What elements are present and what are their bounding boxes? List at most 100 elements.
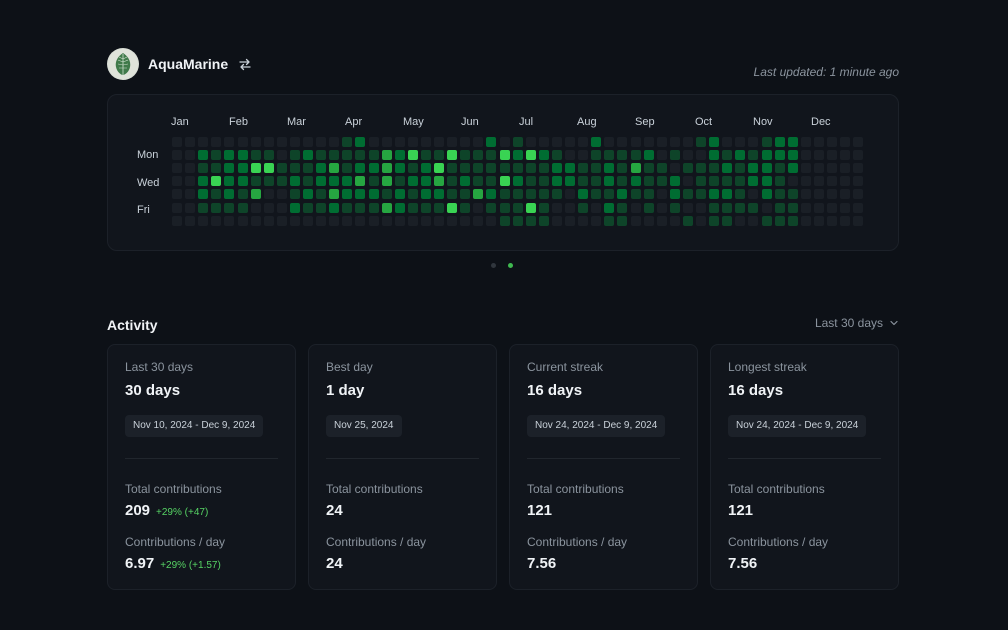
heatmap-cell[interactable] bbox=[696, 215, 706, 226]
heatmap-cell[interactable] bbox=[394, 215, 405, 226]
heatmap-cell[interactable] bbox=[709, 176, 720, 187]
heatmap-cell[interactable] bbox=[434, 215, 444, 226]
heatmap-cell[interactable] bbox=[682, 163, 693, 174]
heatmap-cell[interactable] bbox=[224, 163, 235, 174]
heatmap-cell[interactable] bbox=[460, 202, 471, 213]
heatmap-cell[interactable] bbox=[198, 176, 209, 187]
heatmap-cell[interactable] bbox=[853, 163, 864, 174]
heatmap-cell[interactable] bbox=[709, 150, 720, 161]
heatmap-cell[interactable] bbox=[787, 150, 798, 161]
heatmap-cell[interactable] bbox=[263, 189, 274, 200]
heatmap-cell[interactable] bbox=[394, 137, 405, 147]
heatmap-cell[interactable] bbox=[250, 163, 261, 174]
heatmap-cell[interactable] bbox=[591, 215, 602, 226]
heatmap-cell[interactable] bbox=[250, 150, 261, 161]
heatmap-cell[interactable] bbox=[276, 137, 287, 147]
heatmap-cell[interactable] bbox=[329, 202, 340, 213]
heatmap-cell[interactable] bbox=[682, 215, 693, 226]
heatmap-cell[interactable] bbox=[420, 163, 431, 174]
heatmap-cell[interactable] bbox=[656, 189, 667, 200]
heatmap-cell[interactable] bbox=[368, 215, 379, 226]
heatmap-cell[interactable] bbox=[303, 137, 313, 147]
heatmap-cell[interactable] bbox=[447, 163, 458, 174]
heatmap-cell[interactable] bbox=[748, 215, 759, 226]
heatmap-cell[interactable] bbox=[250, 189, 261, 200]
heatmap-cell[interactable] bbox=[565, 150, 575, 161]
heatmap-cell[interactable] bbox=[840, 150, 851, 161]
heatmap-cell[interactable] bbox=[185, 163, 196, 174]
heatmap-cell[interactable] bbox=[407, 176, 418, 187]
heatmap-cell[interactable] bbox=[486, 189, 497, 200]
heatmap-cell[interactable] bbox=[853, 176, 864, 187]
heatmap-cell[interactable] bbox=[709, 189, 720, 200]
heatmap-cell[interactable] bbox=[761, 202, 772, 213]
heatmap-cell[interactable] bbox=[617, 176, 628, 187]
heatmap-cell[interactable] bbox=[748, 176, 759, 187]
heatmap-cell[interactable] bbox=[368, 176, 379, 187]
heatmap-cell[interactable] bbox=[263, 202, 274, 213]
heatmap-cell[interactable] bbox=[381, 215, 392, 226]
heatmap-cell[interactable] bbox=[198, 215, 209, 226]
heatmap-cell[interactable] bbox=[617, 137, 628, 147]
heatmap-cell[interactable] bbox=[368, 202, 379, 213]
heatmap-cell[interactable] bbox=[394, 189, 405, 200]
heatmap-cell[interactable] bbox=[263, 137, 274, 147]
heatmap-cell[interactable] bbox=[224, 202, 235, 213]
heatmap-cell[interactable] bbox=[538, 163, 549, 174]
heatmap-cell[interactable] bbox=[172, 150, 182, 161]
heatmap-cell[interactable] bbox=[551, 176, 562, 187]
heatmap-cell[interactable] bbox=[381, 137, 392, 147]
heatmap-cell[interactable] bbox=[604, 215, 615, 226]
heatmap-cell[interactable] bbox=[355, 163, 366, 174]
heatmap-cell[interactable] bbox=[682, 150, 693, 161]
heatmap-cell[interactable] bbox=[538, 202, 549, 213]
heatmap-cell[interactable] bbox=[172, 163, 182, 174]
heatmap-cell[interactable] bbox=[355, 202, 366, 213]
heatmap-cell[interactable] bbox=[840, 215, 851, 226]
heatmap-cell[interactable] bbox=[368, 150, 379, 161]
heatmap-cell[interactable] bbox=[185, 202, 196, 213]
heatmap-cell[interactable] bbox=[630, 137, 641, 147]
heatmap-cell[interactable] bbox=[434, 163, 444, 174]
heatmap-cell[interactable] bbox=[172, 176, 182, 187]
heatmap-cell[interactable] bbox=[840, 176, 851, 187]
heatmap-cell[interactable] bbox=[722, 189, 733, 200]
heatmap-cell[interactable] bbox=[656, 215, 667, 226]
heatmap-cell[interactable] bbox=[250, 215, 261, 226]
heatmap-cell[interactable] bbox=[813, 215, 824, 226]
heatmap-cell[interactable] bbox=[316, 137, 327, 147]
heatmap-cell[interactable] bbox=[656, 150, 667, 161]
heatmap-cell[interactable] bbox=[407, 150, 418, 161]
heatmap-cell[interactable] bbox=[185, 189, 196, 200]
heatmap-cell[interactable] bbox=[748, 137, 759, 147]
heatmap-cell[interactable] bbox=[263, 163, 274, 174]
heatmap-cell[interactable] bbox=[604, 176, 615, 187]
heatmap-cell[interactable] bbox=[643, 176, 654, 187]
pager-dot[interactable] bbox=[491, 263, 496, 268]
heatmap-cell[interactable] bbox=[525, 189, 536, 200]
heatmap-cell[interactable] bbox=[696, 137, 706, 147]
heatmap-cell[interactable] bbox=[800, 189, 811, 200]
heatmap-cell[interactable] bbox=[289, 163, 300, 174]
heatmap-cell[interactable] bbox=[486, 163, 497, 174]
heatmap-cell[interactable] bbox=[420, 202, 431, 213]
heatmap-cell[interactable] bbox=[827, 150, 837, 161]
heatmap-cell[interactable] bbox=[525, 202, 536, 213]
heatmap-cell[interactable] bbox=[617, 202, 628, 213]
heatmap-cell[interactable] bbox=[407, 163, 418, 174]
heatmap-cell[interactable] bbox=[800, 202, 811, 213]
heatmap-cell[interactable] bbox=[329, 176, 340, 187]
heatmap-cell[interactable] bbox=[591, 189, 602, 200]
heatmap-cell[interactable] bbox=[276, 150, 287, 161]
heatmap-cell[interactable] bbox=[460, 215, 471, 226]
heatmap-cell[interactable] bbox=[447, 137, 458, 147]
heatmap-cell[interactable] bbox=[630, 163, 641, 174]
heatmap-cell[interactable] bbox=[420, 215, 431, 226]
heatmap-cell[interactable] bbox=[342, 137, 353, 147]
heatmap-cell[interactable] bbox=[748, 189, 759, 200]
heatmap-cell[interactable] bbox=[211, 202, 222, 213]
heatmap-cell[interactable] bbox=[709, 215, 720, 226]
heatmap-cell[interactable] bbox=[447, 150, 458, 161]
heatmap-cell[interactable] bbox=[591, 150, 602, 161]
heatmap-cell[interactable] bbox=[696, 202, 706, 213]
